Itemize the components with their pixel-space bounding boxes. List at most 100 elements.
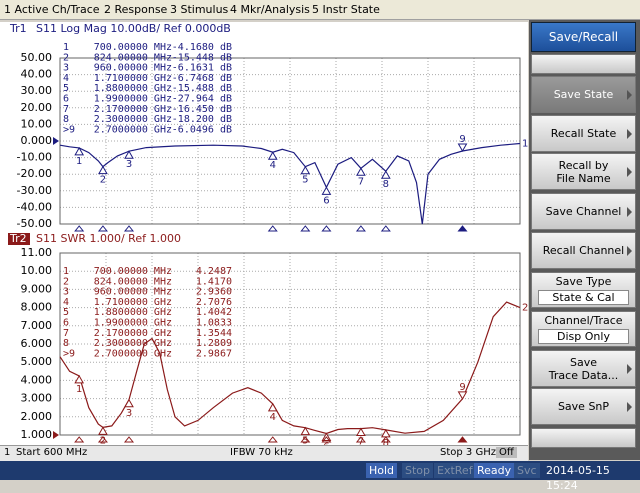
marker-id: 7 — [63, 328, 69, 339]
marker-axis-tick — [74, 436, 85, 443]
marker-flag: 2 — [100, 175, 106, 186]
marker-id: 4 — [63, 73, 69, 84]
marker-id: 6 — [63, 94, 69, 105]
marker-freq: 2.1700000 GHz — [94, 104, 172, 115]
marker-id: 8 — [63, 338, 69, 349]
menu-item[interactable]: 1 Active Ch/Trace — [4, 3, 100, 16]
marker — [74, 146, 85, 156]
trace — [59, 301, 521, 435]
plot-frame — [59, 57, 521, 225]
marker-freq: 2.7000000 GHz — [94, 348, 172, 359]
marker — [457, 143, 468, 153]
scroll-down[interactable] — [531, 428, 636, 448]
marker-value: 1.4042 — [196, 307, 232, 318]
marker — [98, 426, 108, 435]
marker-value: 2.7076 — [196, 297, 232, 308]
trace-end-label: 2 — [522, 303, 528, 314]
softkey-label: Save Channel — [545, 205, 622, 218]
marker-flag: 5 — [302, 175, 308, 186]
y-tick-label: -20.00 — [17, 167, 52, 180]
marker — [380, 170, 391, 179]
marker — [267, 402, 278, 412]
status-indicator: 2014-05-15 15:24 — [543, 463, 640, 492]
marker-axis-tick — [267, 225, 278, 232]
marker-value: 2.9867 — [196, 348, 232, 359]
marker-value: 1.2809 — [196, 338, 232, 349]
marker-freq: 960.00000 MHz — [94, 63, 172, 74]
marker-id: 2 — [63, 52, 69, 63]
softkey[interactable]: Recall State — [531, 115, 636, 152]
marker — [267, 151, 278, 160]
marker-flag: 1 — [76, 156, 82, 167]
softkey[interactable]: Save Channel — [531, 193, 636, 230]
softkey-label: Save — [569, 355, 597, 369]
softkey[interactable]: Recall Channel — [531, 232, 636, 269]
marker-id: 6 — [63, 318, 69, 329]
instrument-bar: Hold Stop ExtRef Ready Svc 2014-05-15 15:24 — [0, 461, 640, 492]
marker-freq: 824.00000 MHz — [94, 52, 172, 63]
marker-axis-tick — [123, 225, 135, 232]
marker-flag: 7 — [358, 437, 364, 445]
status-indicator: Svc — [514, 463, 540, 478]
softkey-label: Save SnP — [557, 400, 610, 413]
menu-item[interactable]: 2 Response — [104, 3, 168, 16]
marker-value: 1.4170 — [196, 276, 232, 287]
y-tick-label: -10.00 — [17, 151, 52, 164]
softkey-value: State & Cal — [538, 290, 629, 305]
softkey[interactable]: Channel/Trace Disp Only — [531, 311, 636, 347]
marker — [300, 426, 311, 436]
status-indicator: Ready — [474, 463, 515, 478]
marker-value: -6.7468 dB — [172, 73, 232, 84]
marker-value: -4.1680 dB — [172, 42, 232, 53]
softkey-arrow — [627, 363, 632, 374]
y-tick-label: 0.000 — [21, 134, 53, 147]
y-tick-label: 8.000 — [21, 301, 53, 314]
menu-item[interactable]: 3 Stimulus — [170, 3, 229, 16]
y-tick-label: 11.00 — [21, 246, 53, 259]
softkey[interactable]: Save Trace Data... — [531, 350, 636, 387]
marker-flag: 6 — [323, 195, 329, 206]
menu-bar: 1 Active Ch/Trace 2 Response 3 Stimulus 4 M… — [0, 0, 640, 20]
y-tick-label: 1.000 — [21, 428, 53, 441]
softkey-panel: Save/Recall Save State Recall State Recall… — [529, 20, 640, 460]
softkey[interactable]: Save State — [531, 76, 636, 113]
menu-item[interactable]: 4 Mkr/Analysis — [230, 3, 310, 16]
scroll-up[interactable] — [531, 54, 636, 74]
status-indicator: Stop — [402, 463, 434, 478]
marker-flag: 8 — [383, 438, 389, 445]
menu-item[interactable]: 5 Instr State — [312, 3, 380, 16]
marker-flag: 9 — [459, 382, 465, 393]
softkey[interactable]: Recall by File Name — [531, 153, 636, 190]
marker-freq: 1.7100000 GHz — [94, 297, 172, 308]
plot-background — [0, 234, 528, 445]
softkey-label: Recall Channel — [542, 244, 625, 257]
marker-axis-tick — [97, 436, 108, 443]
trace-tag: Tr2 — [9, 232, 27, 245]
marker-flag: 8 — [383, 179, 389, 190]
softkey-label: Recall by — [558, 158, 609, 172]
marker-flag: 6 — [323, 441, 329, 445]
start-freq: Start 600 MHz — [16, 447, 88, 458]
softkey-label: Channel/Trace — [544, 314, 623, 327]
marker-axis-tick — [300, 436, 311, 443]
marker-axis-tick — [457, 225, 468, 232]
status-indicator: ExtRef — [434, 463, 476, 478]
marker-freq: 700.00000 MHz — [94, 266, 172, 277]
off-indicator[interactable]: Off — [496, 447, 517, 458]
y-tick-label: 2.000 — [21, 410, 53, 423]
marker-id: 1 — [63, 42, 69, 53]
marker-id: 3 — [63, 63, 69, 74]
marker-freq: 1.8800000 GHz — [94, 307, 172, 318]
marker-id: 5 — [63, 307, 69, 318]
marker-flag: 4 — [270, 412, 276, 423]
marker-freq: 1.9900000 GHz — [94, 94, 172, 105]
softkey[interactable]: Save SnP — [531, 388, 636, 425]
y-tick-label: 6.000 — [21, 337, 53, 350]
marker — [74, 374, 85, 384]
softkey[interactable]: Save Type State & Cal — [531, 272, 636, 308]
marker-flag: 3 — [126, 159, 132, 170]
marker-axis-tick — [123, 436, 135, 443]
status-bar: 1 Start 600 MHz IFBW 70 kHz Stop 3 GHz O… — [0, 445, 528, 461]
marker — [356, 427, 366, 437]
marker-axis-tick — [97, 225, 108, 232]
